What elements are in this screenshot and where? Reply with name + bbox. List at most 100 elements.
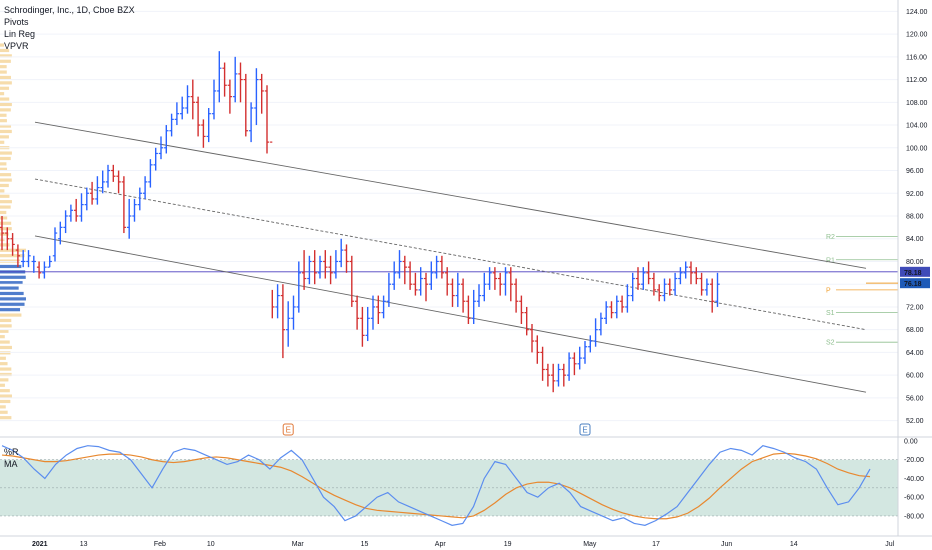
volume-bin bbox=[0, 178, 12, 182]
volume-bin bbox=[0, 281, 23, 285]
ohlc-bar bbox=[222, 62, 227, 97]
price-tick-label: 104.00 bbox=[906, 123, 928, 130]
date-tick-label: 14 bbox=[790, 541, 798, 548]
volume-bin bbox=[0, 383, 5, 387]
volume-bin bbox=[0, 113, 7, 117]
ohlc-bar bbox=[582, 341, 588, 364]
volume-bin bbox=[0, 313, 22, 317]
price-tick-label: 88.00 bbox=[906, 214, 924, 221]
ohlc-bar bbox=[572, 352, 577, 376]
ohlc-bar bbox=[21, 250, 26, 268]
volume-bin bbox=[0, 183, 9, 188]
ohlc-bar bbox=[254, 68, 259, 126]
volume-bin bbox=[0, 129, 12, 134]
pivot-r1-label: R1 bbox=[826, 257, 835, 264]
ohlc-bar bbox=[31, 255, 36, 273]
ohlc-bar bbox=[100, 170, 105, 194]
ohlc-bar bbox=[641, 267, 646, 290]
indicator-pivots[interactable]: Pivots bbox=[4, 17, 29, 27]
ohlc-bar bbox=[704, 278, 710, 296]
indicator-linreg[interactable]: Lin Reg bbox=[4, 29, 36, 39]
ohlc-bar bbox=[434, 255, 439, 279]
ohlc-bar bbox=[5, 227, 10, 251]
ohlc-bar bbox=[392, 261, 397, 290]
volume-bin bbox=[0, 156, 11, 161]
date-tick-label: 10 bbox=[207, 541, 215, 548]
ohlc-bar bbox=[460, 278, 466, 313]
ohlc-bar bbox=[74, 198, 79, 222]
volume-bin bbox=[0, 335, 5, 339]
ohlc-bar bbox=[577, 346, 582, 370]
ohlc-bar bbox=[492, 267, 498, 290]
oscillator-legend: %R MA bbox=[4, 446, 19, 470]
ohlc-bar bbox=[360, 306, 365, 347]
ohlc-bar bbox=[429, 261, 434, 290]
volume-bin bbox=[0, 340, 10, 344]
ohlc-bar bbox=[174, 102, 180, 126]
ohlc-bar bbox=[476, 284, 482, 307]
ohlc-bar bbox=[519, 295, 524, 324]
ohlc-bar bbox=[694, 267, 699, 285]
volume-bin bbox=[0, 102, 12, 107]
indicator-vpvr[interactable]: VPVR bbox=[4, 41, 29, 51]
price-tick-label: 56.00 bbox=[906, 395, 924, 402]
volume-bin bbox=[0, 151, 12, 155]
indicator-ma[interactable]: MA bbox=[4, 459, 18, 469]
volume-bin bbox=[0, 162, 7, 166]
regression-lower bbox=[34, 235, 867, 393]
symbol-title[interactable]: Schrodinger, Inc., 1D, Cboe BZX bbox=[4, 5, 135, 15]
volume-bin bbox=[0, 189, 5, 193]
ohlc-bar bbox=[180, 96, 185, 120]
ohlc-bar bbox=[376, 295, 381, 324]
ohlc-bar bbox=[10, 233, 15, 256]
date-tick-label: Apr bbox=[435, 541, 447, 548]
oscillator-pane bbox=[0, 436, 932, 526]
volume-bin bbox=[0, 48, 10, 53]
price-tick-label: 72.00 bbox=[906, 304, 924, 311]
ohlc-bar bbox=[450, 278, 455, 307]
price-tick-label: 84.00 bbox=[906, 236, 924, 243]
price-tick-label: 120.00 bbox=[906, 32, 928, 39]
ohlc-bar bbox=[58, 221, 63, 245]
osc-tick-label: -20.00 bbox=[904, 457, 924, 464]
price-tick-label: 60.00 bbox=[906, 373, 924, 380]
indicator-williams-r[interactable]: %R bbox=[4, 447, 19, 457]
pivot-s2-label: S2 bbox=[826, 340, 835, 347]
ohlc-bar bbox=[646, 261, 651, 285]
ohlc-bar bbox=[270, 141, 275, 319]
ohlc-bar bbox=[259, 73, 264, 114]
ohlc-bar bbox=[52, 227, 58, 262]
ohlc-bar bbox=[365, 306, 370, 342]
date-tick-label: Jun bbox=[721, 541, 732, 548]
ohlc-bar bbox=[217, 51, 222, 103]
ohlc-bar bbox=[630, 272, 635, 302]
price-label-78-18: 78.18 bbox=[900, 266, 930, 277]
ohlc-bar bbox=[142, 176, 148, 199]
ohlc-bar bbox=[466, 295, 471, 324]
ohlc-bar bbox=[524, 306, 529, 336]
ohlc-bar bbox=[710, 278, 715, 313]
ohlc-bar bbox=[619, 295, 625, 313]
volume-bin bbox=[0, 227, 12, 231]
pivot-p-label: P bbox=[826, 287, 831, 294]
ohlc-bar bbox=[413, 272, 418, 296]
ohlc-bar bbox=[137, 187, 142, 211]
ohlc-bar bbox=[445, 267, 450, 296]
date-tick-label: Mar bbox=[292, 541, 305, 548]
osc-tick-label: -80.00 bbox=[904, 513, 924, 520]
ohlc-bar bbox=[312, 250, 317, 285]
ohlc-bar bbox=[328, 255, 333, 285]
ohlc-bar bbox=[418, 267, 423, 296]
ohlc-bar bbox=[36, 261, 42, 279]
price-axis: 124.00 120.00 116.00 112.00 108.00 104.00 100.… bbox=[866, 0, 930, 536]
price-tick-label: 52.00 bbox=[906, 418, 924, 425]
pivot-s1-label: S1 bbox=[826, 310, 835, 317]
ohlc-bar bbox=[482, 272, 487, 302]
volume-bin bbox=[0, 167, 8, 171]
ohlc-bar bbox=[354, 295, 360, 330]
volume-bin bbox=[0, 173, 12, 177]
volume-bin bbox=[0, 367, 12, 371]
volume-bin bbox=[0, 264, 22, 269]
regression-middle bbox=[34, 178, 867, 331]
